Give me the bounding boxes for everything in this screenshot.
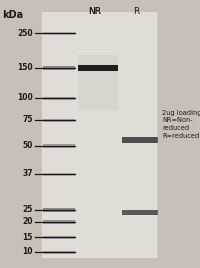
Bar bbox=[43, 96, 75, 99]
Bar bbox=[43, 173, 75, 176]
Bar bbox=[43, 236, 75, 239]
Bar bbox=[78, 65, 118, 71]
Text: 150: 150 bbox=[17, 64, 33, 73]
Text: 50: 50 bbox=[23, 142, 33, 151]
Bar bbox=[43, 251, 75, 254]
Bar bbox=[43, 208, 75, 212]
Bar bbox=[43, 220, 75, 224]
Bar bbox=[42, 12, 158, 258]
Bar bbox=[43, 118, 75, 121]
Text: R: R bbox=[133, 7, 139, 16]
Text: 2ug loading
NR=Non-
reduced
R=reduced: 2ug loading NR=Non- reduced R=reduced bbox=[162, 110, 200, 139]
Text: 15: 15 bbox=[23, 233, 33, 241]
Bar bbox=[122, 210, 158, 214]
Text: 10: 10 bbox=[22, 248, 33, 256]
Text: NR: NR bbox=[88, 7, 102, 16]
Bar bbox=[43, 144, 75, 148]
Text: 20: 20 bbox=[22, 218, 33, 226]
Text: 100: 100 bbox=[17, 94, 33, 102]
Bar bbox=[43, 32, 75, 35]
Bar bbox=[78, 55, 118, 110]
Bar bbox=[122, 137, 158, 143]
Text: 250: 250 bbox=[17, 28, 33, 38]
Text: 25: 25 bbox=[23, 206, 33, 214]
Text: kDa: kDa bbox=[2, 10, 23, 20]
Text: 37: 37 bbox=[22, 169, 33, 178]
Text: NR: NR bbox=[88, 7, 102, 16]
Bar bbox=[43, 66, 75, 70]
Text: 75: 75 bbox=[22, 116, 33, 125]
